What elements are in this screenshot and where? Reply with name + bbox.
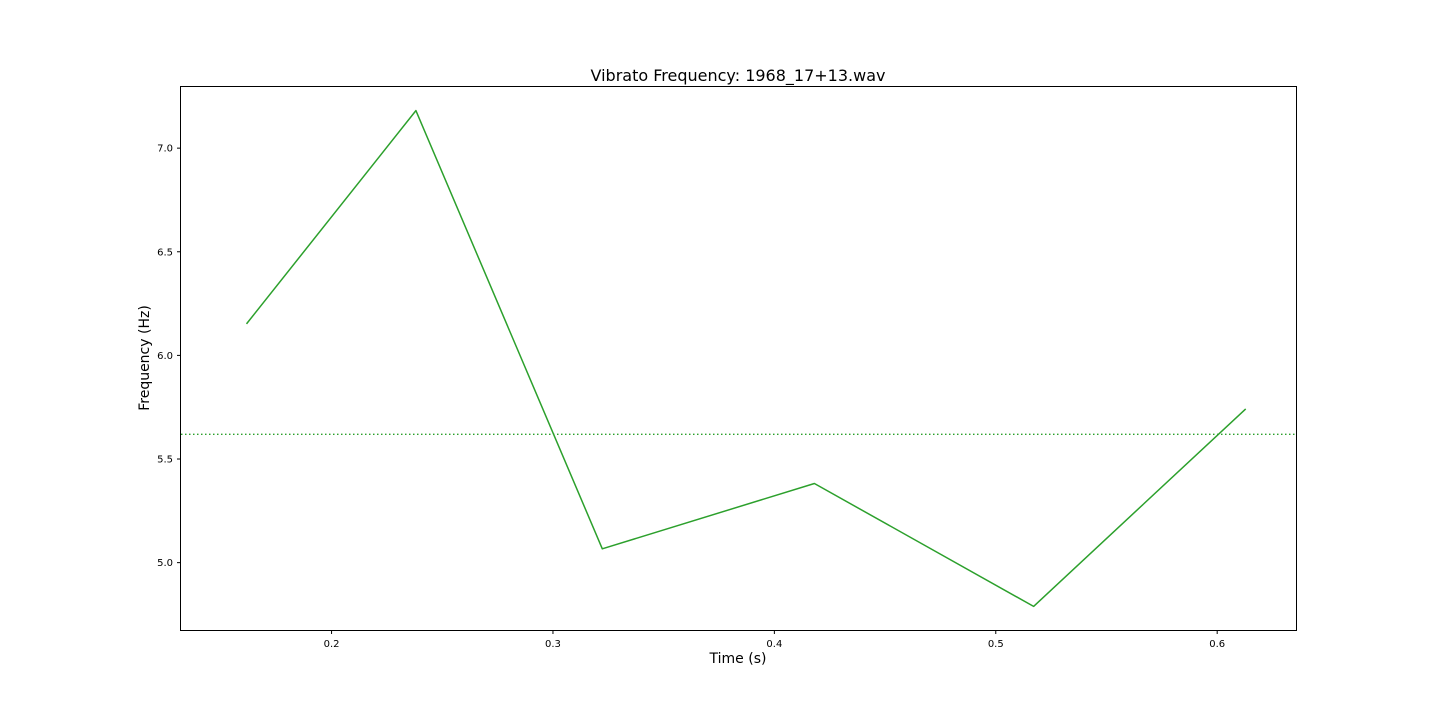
x-tick-label: 0.3 — [545, 639, 561, 650]
y-axis: 5.0 5.5 6.0 6.5 7.0 — [157, 144, 181, 569]
y-tick-label: 6.5 — [157, 247, 173, 258]
y-axis-label: Frequency (Hz) — [137, 305, 153, 411]
x-axis-label: Time (s) — [709, 651, 767, 667]
plot-area — [181, 109, 1296, 608]
plot-frame — [180, 86, 1297, 631]
x-tick-label: 0.4 — [766, 639, 782, 650]
x-tick-label: 0.2 — [324, 639, 340, 650]
x-tick-label: 0.6 — [1209, 639, 1225, 650]
series-line-0 — [245, 109, 1247, 608]
y-tick-label: 5.0 — [157, 558, 173, 569]
y-tick-label: 5.5 — [157, 455, 173, 466]
chart-title: Vibrato Frequency: 1968_17+13.wav — [591, 66, 886, 86]
y-tick-label: 6.0 — [157, 351, 173, 362]
y-tick-label: 7.0 — [157, 144, 173, 155]
x-axis: 0.2 0.3 0.4 0.5 0.6 — [324, 630, 1225, 650]
x-tick-label: 0.5 — [988, 639, 1004, 650]
